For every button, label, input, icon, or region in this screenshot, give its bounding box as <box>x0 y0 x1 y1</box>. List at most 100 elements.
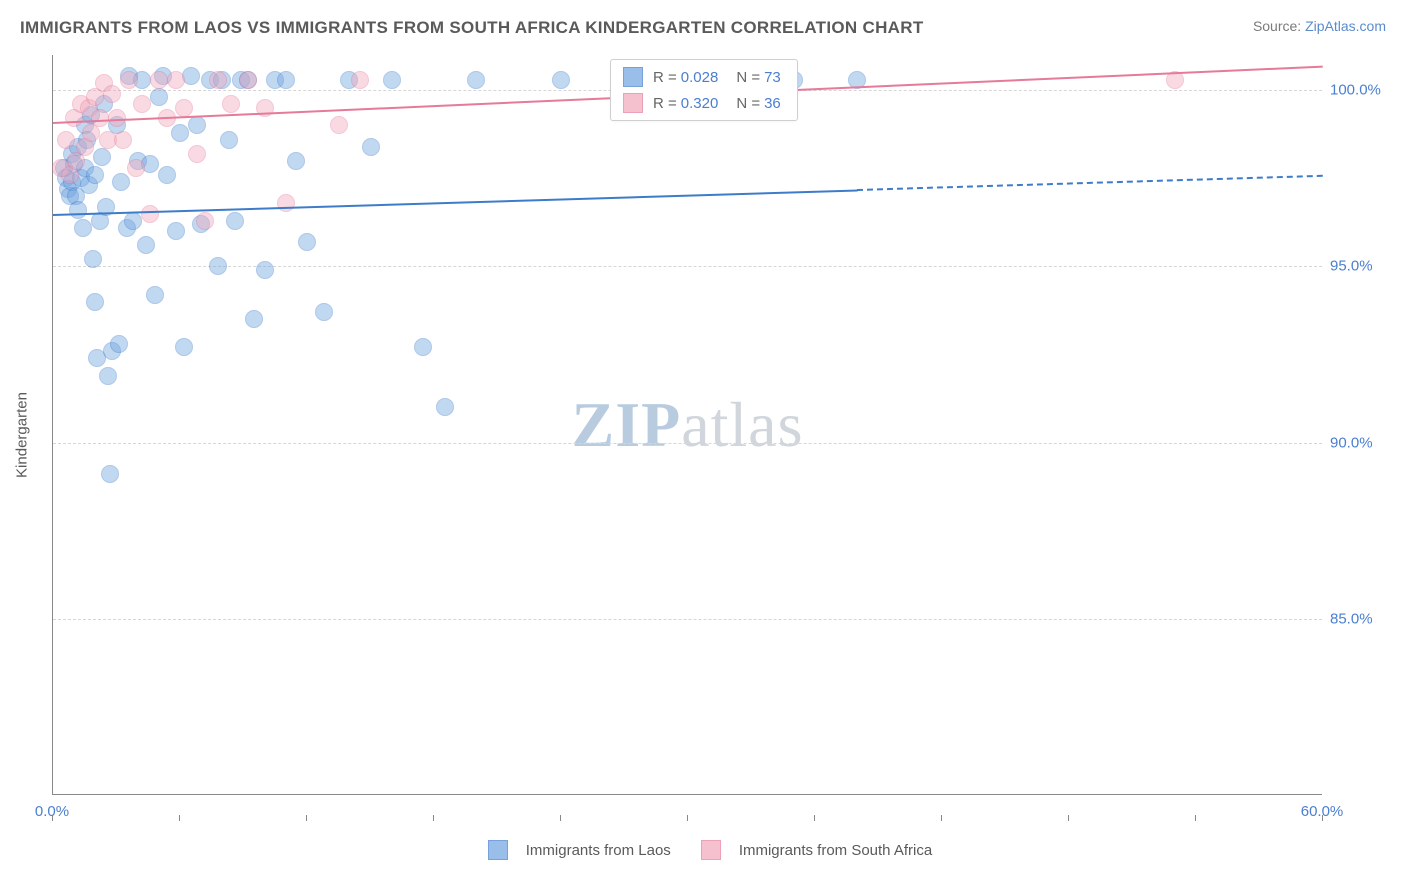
legend-label: Immigrants from Laos <box>526 842 671 859</box>
data-point <box>277 194 295 212</box>
data-point <box>209 257 227 275</box>
stat-r-label: R = <box>653 95 677 112</box>
data-point <box>112 173 130 191</box>
stat-n-label: N = <box>736 95 760 112</box>
x-tick <box>941 815 942 821</box>
data-point <box>222 95 240 113</box>
data-point <box>127 159 145 177</box>
data-point <box>287 152 305 170</box>
legend-label: Immigrants from South Africa <box>739 842 932 859</box>
x-tick <box>814 815 815 821</box>
chart-title: IMMIGRANTS FROM LAOS VS IMMIGRANTS FROM … <box>20 18 924 38</box>
data-point <box>57 131 75 149</box>
data-point <box>114 131 132 149</box>
x-tick <box>179 815 180 821</box>
data-point <box>120 71 138 89</box>
legend-item: Immigrants from South Africa <box>701 840 932 860</box>
gridline <box>53 443 1322 444</box>
x-tick <box>1068 815 1069 821</box>
plot-area: ZIPatlas R =0.028N =73R =0.320N =36 <box>52 55 1322 795</box>
data-point <box>137 236 155 254</box>
x-tick <box>687 815 688 821</box>
data-point <box>245 310 263 328</box>
trend-line <box>53 189 857 216</box>
data-point <box>69 201 87 219</box>
data-point <box>362 138 380 156</box>
data-point <box>175 338 193 356</box>
data-point <box>226 212 244 230</box>
source-label: Source: <box>1253 18 1301 34</box>
data-point <box>315 303 333 321</box>
y-tick-label: 85.0% <box>1330 610 1373 627</box>
legend-swatch <box>623 67 643 87</box>
data-point <box>84 250 102 268</box>
data-point <box>256 261 274 279</box>
x-tick <box>433 815 434 821</box>
legend-item: Immigrants from Laos <box>488 840 671 860</box>
gridline <box>53 266 1322 267</box>
data-point <box>158 166 176 184</box>
data-point <box>171 124 189 142</box>
data-point <box>99 367 117 385</box>
data-point <box>93 148 111 166</box>
legend-bottom: Immigrants from Laos Immigrants from Sout… <box>30 840 1390 860</box>
data-point <box>188 116 206 134</box>
data-point <box>124 212 142 230</box>
x-tick-label: 60.0% <box>1301 803 1344 820</box>
data-point <box>414 338 432 356</box>
data-point <box>101 465 119 483</box>
data-point <box>133 95 151 113</box>
stats-legend: R =0.028N =73R =0.320N =36 <box>610 59 798 121</box>
data-point <box>110 335 128 353</box>
data-point <box>436 398 454 416</box>
data-point <box>188 145 206 163</box>
stat-r-value: 0.028 <box>681 69 719 86</box>
x-tick <box>1195 815 1196 821</box>
gridline <box>53 619 1322 620</box>
x-tick <box>306 815 307 821</box>
stat-r-value: 0.320 <box>681 95 719 112</box>
watermark: ZIPatlas <box>572 388 804 462</box>
data-point <box>552 71 570 89</box>
data-point <box>103 85 121 103</box>
source-attribution: Source: ZipAtlas.com <box>1253 18 1386 34</box>
data-point <box>91 109 109 127</box>
watermark-atlas: atlas <box>681 389 803 460</box>
data-point <box>209 71 227 89</box>
trend-line <box>857 175 1323 191</box>
y-axis-label: Kindergarten <box>14 392 31 478</box>
legend-swatch <box>701 840 721 860</box>
stat-r-label: R = <box>653 69 677 86</box>
stats-legend-row: R =0.320N =36 <box>611 90 797 116</box>
data-point <box>467 71 485 89</box>
data-point <box>175 99 193 117</box>
data-point <box>86 293 104 311</box>
data-point <box>150 88 168 106</box>
stat-n-label: N = <box>736 69 760 86</box>
data-point <box>239 71 257 89</box>
legend-swatch <box>488 840 508 860</box>
data-point <box>383 71 401 89</box>
data-point <box>351 71 369 89</box>
stat-n-value: 73 <box>764 69 781 86</box>
x-tick-label: 0.0% <box>35 803 69 820</box>
x-tick <box>560 815 561 821</box>
legend-swatch <box>623 93 643 113</box>
data-point <box>277 71 295 89</box>
data-point <box>74 219 92 237</box>
data-point <box>146 286 164 304</box>
data-point <box>196 212 214 230</box>
data-point <box>141 205 159 223</box>
chart-container: Kindergarten ZIPatlas R =0.028N =73R =0.… <box>30 55 1390 815</box>
data-point <box>220 131 238 149</box>
data-point <box>330 116 348 134</box>
y-tick-label: 100.0% <box>1330 82 1381 99</box>
source-link[interactable]: ZipAtlas.com <box>1305 18 1386 34</box>
data-point <box>167 71 185 89</box>
y-tick-label: 90.0% <box>1330 434 1373 451</box>
data-point <box>298 233 316 251</box>
data-point <box>86 166 104 184</box>
data-point <box>167 222 185 240</box>
data-point <box>150 71 168 89</box>
stats-legend-row: R =0.028 N =73 <box>611 64 797 90</box>
